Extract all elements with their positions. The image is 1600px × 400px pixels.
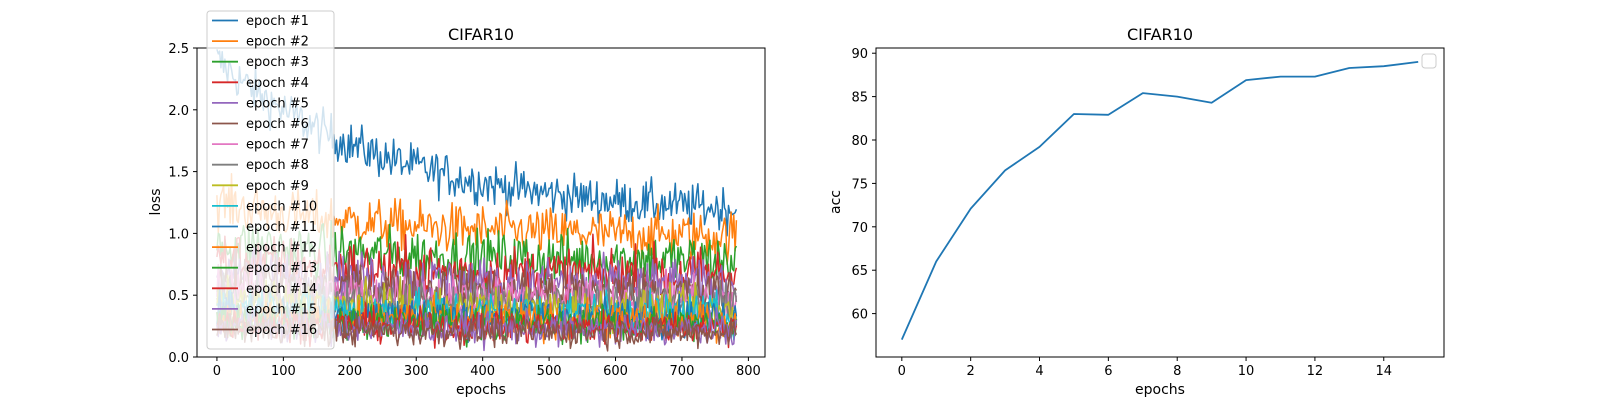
- acc-x-tick-label: 12: [1307, 364, 1324, 379]
- acc-y-tick-label: 75: [851, 177, 868, 192]
- acc-y-tick-label: 80: [851, 134, 868, 149]
- acc-x-ticks: 0 2 4 6 8 10 12 14: [898, 357, 1392, 379]
- loss-x-tick-label: 100: [271, 364, 296, 379]
- loss-legend-label-epoch-16: epoch #16: [246, 323, 317, 338]
- loss-legend-label-epoch-11: epoch #11: [246, 220, 317, 235]
- loss-y-tick-label: 1.5: [168, 166, 189, 181]
- loss-y-tick-label: 0.5: [168, 289, 189, 304]
- loss-legend-label-epoch-13: epoch #13: [246, 261, 317, 276]
- loss-x-axis-label: epochs: [456, 382, 506, 398]
- acc-x-axis-label: epochs: [1135, 382, 1185, 398]
- acc-chart-title: CIFAR10: [1127, 25, 1193, 44]
- loss-x-tick-label: 300: [404, 364, 429, 379]
- acc-y-tick-label: 90: [851, 47, 868, 62]
- loss-legend-label-epoch-5: epoch #5: [246, 96, 309, 111]
- acc-axes-frame: [875, 47, 1445, 358]
- loss-chart: 0 100 200 300 400 500 600 700 800 0.0 0.5 1.0 1.5 2.…: [148, 10, 766, 398]
- loss-y-ticks: 0.0 0.5 1.0 1.5 2.0 2.5: [168, 42, 197, 366]
- acc-y-ticks: 60 65 70 75 80 85 90: [851, 47, 876, 323]
- acc-y-tick-label: 65: [851, 264, 868, 279]
- loss-y-tick-label: 0.0: [168, 351, 189, 366]
- loss-legend-box: [206, 10, 335, 350]
- loss-legend-items: epoch #1 epoch #2 epoch #3 epoch #4 epoch #5…: [212, 14, 317, 338]
- loss-legend-label-epoch-7: epoch #7: [246, 138, 309, 153]
- acc-line-series: [900, 61, 1419, 340]
- acc-x-tick-label: 4: [1035, 364, 1043, 379]
- acc-series-group: [900, 61, 1419, 340]
- acc-y-tick-label: 60: [851, 308, 868, 323]
- acc-y-tick-label: 70: [851, 221, 868, 236]
- acc-x-tick-label: 6: [1104, 364, 1112, 379]
- loss-x-tick-label: 500: [537, 364, 562, 379]
- loss-x-tick-label: 200: [337, 364, 362, 379]
- acc-x-tick-label: 8: [1173, 364, 1181, 379]
- loss-chart-title: CIFAR10: [448, 25, 514, 44]
- loss-y-tick-label: 2.0: [168, 104, 189, 119]
- acc-x-tick-label: 10: [1238, 364, 1255, 379]
- loss-y-tick-label: 2.5: [168, 42, 189, 57]
- acc-y-tick-label: 85: [851, 91, 868, 106]
- loss-legend-label-epoch-9: epoch #9: [246, 179, 309, 194]
- acc-y-axis-label: acc: [828, 190, 844, 214]
- loss-legend-label-epoch-4: epoch #4: [246, 76, 309, 91]
- acc-x-tick-label: 2: [967, 364, 975, 379]
- loss-legend-label-epoch-6: epoch #6: [246, 117, 309, 132]
- loss-x-tick-label: 800: [736, 364, 761, 379]
- loss-legend-label-epoch-1: epoch #1: [246, 14, 309, 29]
- loss-axes-frame: [196, 47, 766, 358]
- loss-x-tick-label: 400: [470, 364, 495, 379]
- loss-y-tick-label: 1.0: [168, 227, 189, 242]
- loss-legend-label-epoch-10: epoch #10: [246, 199, 317, 214]
- loss-legend-label-epoch-15: epoch #15: [246, 302, 317, 317]
- acc-x-tick-label: 0: [898, 364, 906, 379]
- acc-chart: 0 2 4 6 8 10 12 14 60 65 70 75 80 85 90 CIFAR10 epoch…: [828, 25, 1445, 398]
- acc-x-tick-label: 14: [1375, 364, 1392, 379]
- loss-legend-label-epoch-2: epoch #2: [246, 35, 309, 50]
- loss-legend-label-epoch-3: epoch #3: [246, 55, 309, 70]
- loss-x-tick-label: 600: [603, 364, 628, 379]
- acc-legend-box: [1421, 53, 1437, 69]
- loss-x-tick-label: 700: [670, 364, 695, 379]
- loss-y-axis-label: loss: [148, 188, 164, 215]
- loss-x-ticks: 0 100 200 300 400 500 600 700 800: [213, 357, 761, 379]
- loss-legend-label-epoch-8: epoch #8: [246, 158, 309, 173]
- loss-legend-label-epoch-14: epoch #14: [246, 282, 317, 297]
- loss-legend-label-epoch-12: epoch #12: [246, 241, 317, 256]
- loss-legend: epoch #1 epoch #2 epoch #3 epoch #4 epoch #5…: [206, 10, 335, 350]
- loss-x-tick-label: 0: [213, 364, 221, 379]
